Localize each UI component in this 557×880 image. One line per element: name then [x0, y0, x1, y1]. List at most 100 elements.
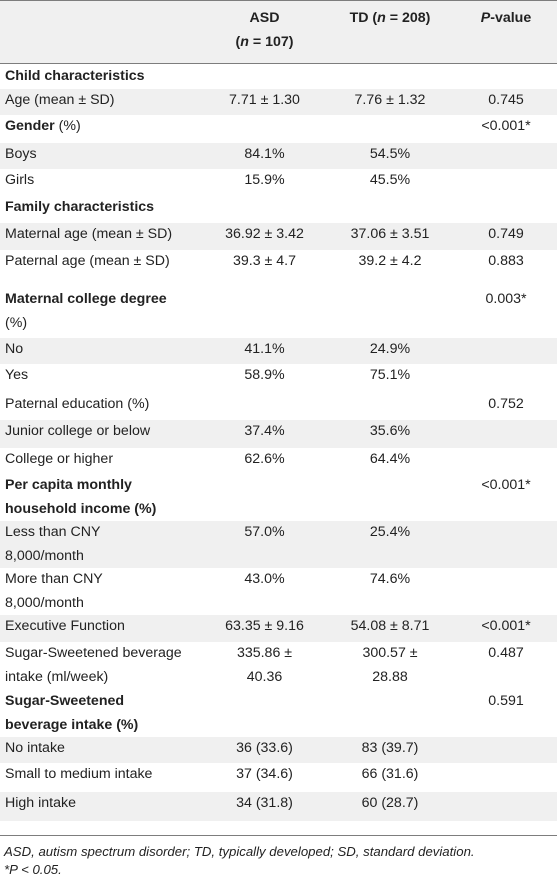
row-label: Gender (%): [5, 115, 200, 139]
table-row: Gender (%) <0.001*: [0, 115, 557, 143]
row-label: Small to medium intake: [5, 763, 200, 787]
header-asd: ASD (n = 107): [207, 7, 322, 54]
row-label: More than CNY 8,000/month: [5, 568, 200, 615]
td-value: 75.1%: [369, 367, 411, 383]
table-row: Paternal education (%) 0.752: [0, 393, 557, 420]
row-label-text: No intake: [5, 740, 65, 756]
table-row: Less than CNY 8,000/month 57.0% 25.4%: [0, 521, 557, 568]
td-value: 64.4%: [369, 451, 411, 467]
row-label-text: Sugar-Sweetened: [5, 693, 125, 709]
footnote-significance: *P < 0.05.: [4, 862, 62, 877]
row-label-text: Maternal college degree: [5, 291, 167, 307]
p-value: <0.001*: [481, 477, 531, 493]
asd-value: 37.4%: [244, 423, 285, 439]
asd-value: 43.0%: [244, 571, 285, 587]
row-label: No intake: [5, 737, 200, 761]
row-label: Girls: [5, 169, 200, 193]
asd-value: 34 (31.8): [236, 795, 293, 811]
header-td: TD (n = 208): [349, 10, 431, 26]
row-label-text: Boys: [5, 146, 37, 162]
row-label: Less than CNY 8,000/month: [5, 521, 200, 568]
asd-value: 62.6%: [244, 451, 285, 467]
table-row: No intake 36 (33.6) 83 (39.7): [0, 737, 557, 763]
p-value: 0.003*: [485, 291, 527, 307]
row-label-text: More than CNY: [5, 571, 103, 587]
row-label-text: Child characteristics: [5, 68, 145, 84]
asd-value: 84.1%: [244, 146, 285, 162]
asd-value: 41.1%: [244, 341, 285, 357]
table-top-rule: [0, 0, 557, 1]
footnote-abbreviations: ASD, autism spectrum disorder; TD, typic…: [4, 844, 475, 859]
td-value: 60 (28.7): [361, 795, 419, 811]
row-label-line2: beverage intake (%): [5, 716, 139, 733]
row-label-line2: 8,000/month: [5, 594, 84, 611]
table-row: Sugar-Sweetened beverage intake (%) 0.591: [0, 690, 557, 737]
row-label-text: Paternal education (%): [5, 396, 150, 412]
td-value: 54.5%: [369, 146, 411, 162]
table-row: Maternal age (mean ± SD) 36.92 ± 3.42 37.0…: [0, 223, 557, 250]
row-label-text: Small to medium intake: [5, 766, 153, 782]
row-label-text: Less than CNY: [5, 524, 101, 540]
table-header-rule: [0, 63, 557, 64]
row-label-text: Maternal age (mean ± SD): [5, 226, 173, 242]
row-label: Maternal college degree (%): [5, 288, 200, 335]
table-row: Per capita monthly household income (%) <0…: [0, 474, 557, 521]
td-value: 83 (39.7): [361, 740, 419, 756]
table-row: Maternal college degree (%) 0.003*: [0, 288, 557, 338]
table-row: Small to medium intake 37 (34.6) 66 (31.6): [0, 763, 557, 792]
row-label-suffix: (%): [54, 118, 81, 134]
td-value: 37.06 ± 3.51: [350, 226, 430, 242]
row-label-line2: 8,000/month: [5, 547, 84, 564]
row-label: Sugar-Sweetened beverage intake (%): [5, 690, 200, 737]
asd-value: 335.86 ±: [236, 645, 293, 661]
row-label: Executive Function: [5, 615, 200, 639]
td-value: 24.9%: [369, 341, 411, 357]
row-label: Boys: [5, 143, 200, 167]
row-label-line2: household income (%): [5, 500, 157, 517]
row-label-text: Per capita monthly: [5, 477, 132, 493]
asd-value: 36.92 ± 3.42: [225, 226, 304, 242]
asd-value: 7.71 ± 1.30: [229, 92, 300, 108]
table-row: Age (mean ± SD) 7.71 ± 1.30 7.76 ± 1.32 0.7…: [0, 89, 557, 115]
td-value: 45.5%: [369, 172, 411, 188]
row-label-text: Girls: [5, 172, 35, 188]
row-label: Age (mean ± SD): [5, 89, 200, 113]
table-row: Paternal age (mean ± SD) 39.3 ± 4.7 39.2 ±…: [0, 250, 557, 288]
table-row: Child characteristics: [0, 65, 557, 89]
table-row: College or higher 62.6% 64.4%: [0, 448, 557, 474]
asd-value: 57.0%: [244, 524, 285, 540]
asd-value: 15.9%: [244, 172, 285, 188]
row-label-line2: (%): [5, 314, 28, 331]
row-label: Child characteristics: [5, 65, 200, 89]
row-label-text: Family characteristics: [5, 199, 155, 215]
asd-value: 37 (34.6): [236, 766, 293, 782]
table-row: Boys 84.1% 54.5%: [0, 143, 557, 169]
row-label-text: Sugar-Sweetened beverage: [5, 645, 182, 661]
row-label: High intake: [5, 792, 200, 816]
row-label-text: Junior college or below: [5, 423, 151, 439]
row-label: Maternal age (mean ± SD): [5, 223, 200, 247]
p-value: 0.749: [488, 226, 524, 242]
table-bottom-rule: [0, 835, 557, 836]
p-value: 0.487: [488, 645, 524, 661]
td-value: 54.08 ± 8.71: [350, 618, 430, 634]
asd-value: 63.35 ± 9.16: [225, 618, 304, 634]
p-value: <0.001*: [481, 118, 531, 134]
row-label: College or higher: [5, 448, 200, 472]
row-label-text: Age (mean ± SD): [5, 92, 115, 108]
td-value: 300.57 ±: [362, 645, 418, 661]
row-label: Paternal age (mean ± SD): [5, 250, 200, 274]
row-label: Junior college or below: [5, 420, 200, 444]
table-row: Family characteristics: [0, 196, 557, 223]
row-label-text: Yes: [5, 367, 29, 383]
table-row: Executive Function 63.35 ± 9.16 54.08 ± 8.…: [0, 615, 557, 642]
td-value: 39.2 ± 4.2: [358, 253, 422, 269]
table-row: Girls 15.9% 45.5%: [0, 169, 557, 196]
p-value: <0.001*: [481, 618, 531, 634]
p-value: 0.883: [488, 253, 524, 269]
header-asd-n: (n = 107): [235, 33, 294, 50]
table-row: More than CNY 8,000/month 43.0% 74.6%: [0, 568, 557, 615]
td-value: 25.4%: [369, 524, 411, 540]
row-label-text: College or higher: [5, 451, 114, 467]
asd-value: 39.3 ± 4.7: [232, 253, 296, 269]
